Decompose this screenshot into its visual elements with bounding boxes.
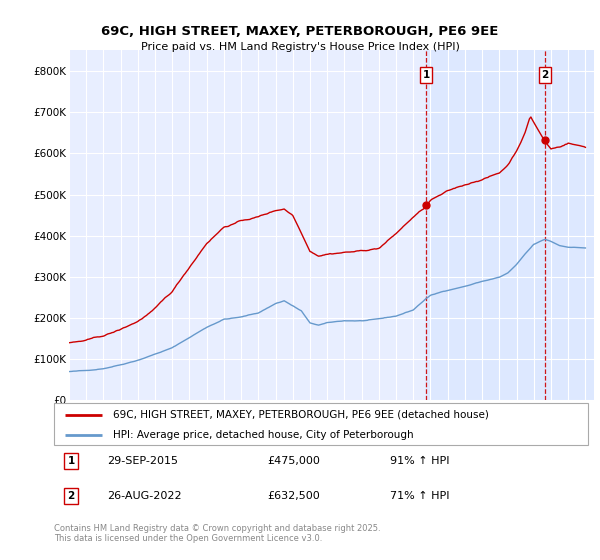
Text: Contains HM Land Registry data © Crown copyright and database right 2025.
This d: Contains HM Land Registry data © Crown c… — [54, 524, 380, 543]
Text: 1: 1 — [422, 70, 430, 80]
Text: Price paid vs. HM Land Registry's House Price Index (HPI): Price paid vs. HM Land Registry's House … — [140, 42, 460, 52]
Text: £475,000: £475,000 — [268, 456, 320, 465]
Text: 26-AUG-2022: 26-AUG-2022 — [107, 491, 182, 501]
Text: 91% ↑ HPI: 91% ↑ HPI — [391, 456, 450, 465]
Text: 29-SEP-2015: 29-SEP-2015 — [107, 456, 178, 465]
Text: £632,500: £632,500 — [268, 491, 320, 501]
Text: 2: 2 — [67, 491, 74, 501]
Text: 69C, HIGH STREET, MAXEY, PETERBOROUGH, PE6 9EE: 69C, HIGH STREET, MAXEY, PETERBOROUGH, P… — [101, 25, 499, 38]
Text: 2: 2 — [541, 70, 548, 80]
Bar — [545, 50, 594, 400]
Bar — [426, 50, 545, 400]
FancyBboxPatch shape — [54, 403, 588, 445]
Text: 69C, HIGH STREET, MAXEY, PETERBOROUGH, PE6 9EE (detached house): 69C, HIGH STREET, MAXEY, PETERBOROUGH, P… — [113, 410, 488, 420]
Text: 71% ↑ HPI: 71% ↑ HPI — [391, 491, 450, 501]
Text: HPI: Average price, detached house, City of Peterborough: HPI: Average price, detached house, City… — [113, 430, 413, 440]
Text: 1: 1 — [67, 456, 74, 465]
